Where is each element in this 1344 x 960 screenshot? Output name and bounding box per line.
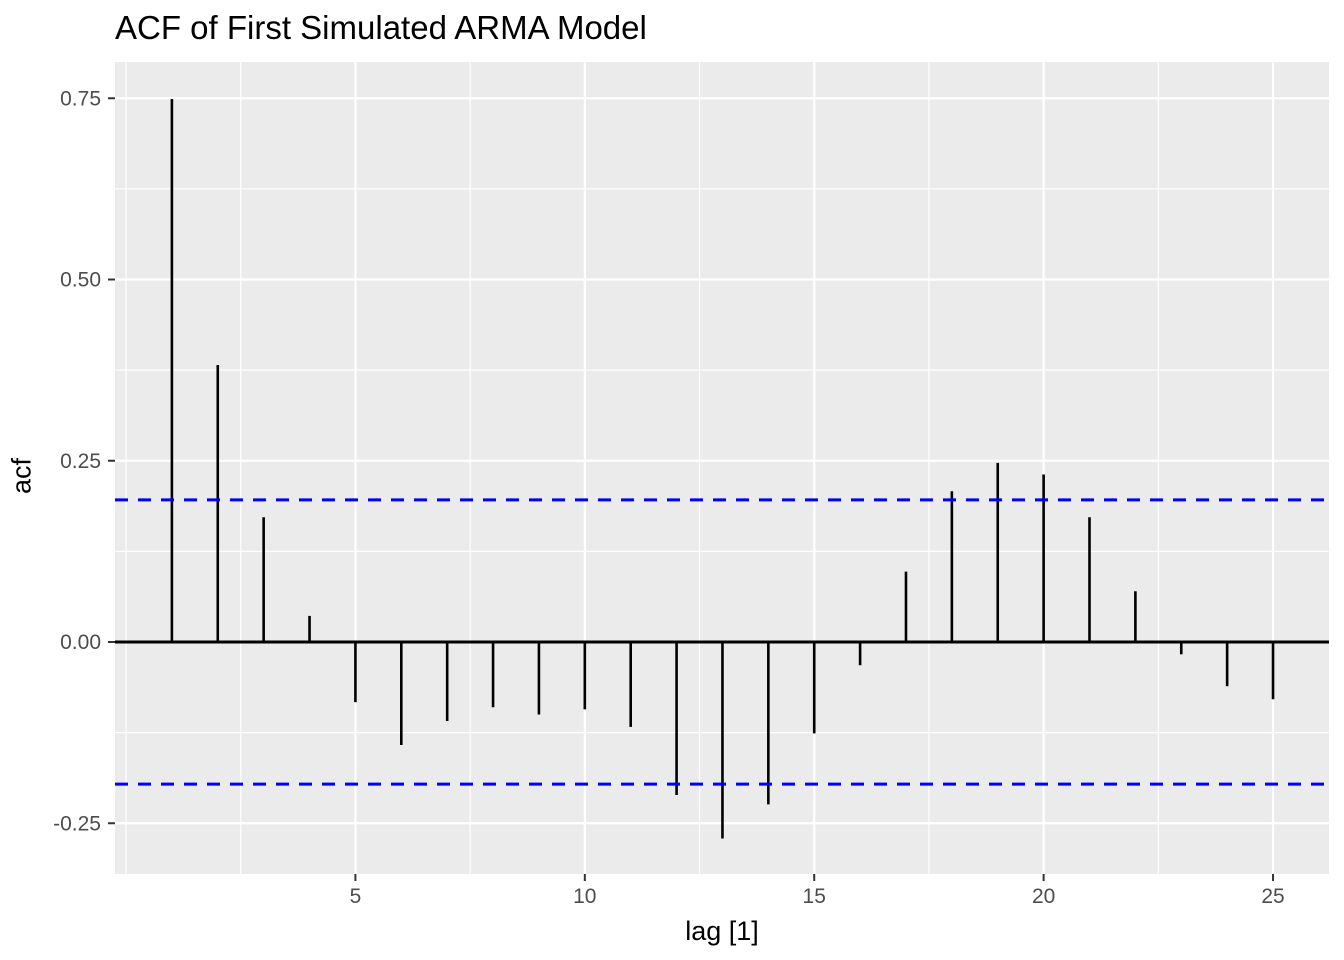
y-tick-label-0.75: 0.75 <box>60 87 101 110</box>
x-tick-label-25: 25 <box>1261 885 1284 908</box>
x-tick-label-15: 15 <box>803 885 826 908</box>
y-axis-title: acf <box>6 457 37 495</box>
y-tick-label-0.00: 0.00 <box>60 631 101 654</box>
x-tick-label-5: 5 <box>350 885 362 908</box>
x-tick-label-10: 10 <box>573 885 596 908</box>
y-tick-label-0.50: 0.50 <box>60 269 101 292</box>
y-tick-label-0.25: 0.25 <box>60 450 101 473</box>
y-tick-label--0.25: -0.25 <box>53 812 101 835</box>
x-axis-title: lag [1] <box>685 916 759 946</box>
x-tick-label-20: 20 <box>1032 885 1055 908</box>
plot-title: ACF of First Simulated ARMA Model <box>115 9 647 46</box>
